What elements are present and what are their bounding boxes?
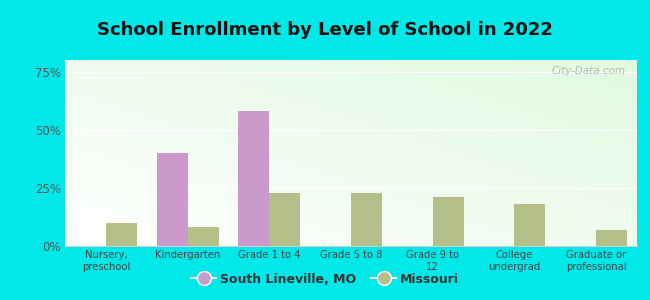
Text: City-Data.com: City-Data.com [551, 66, 625, 76]
Legend: South Lineville, MO, Missouri: South Lineville, MO, Missouri [187, 268, 463, 291]
Bar [351, 193, 382, 246]
Bar [239, 111, 269, 246]
Bar [433, 197, 463, 246]
Bar [157, 153, 188, 246]
Bar [269, 193, 300, 246]
Bar [106, 223, 137, 246]
Text: School Enrollment by Level of School in 2022: School Enrollment by Level of School in … [97, 21, 553, 39]
Bar [514, 204, 545, 246]
Bar [596, 230, 627, 246]
Bar [188, 227, 218, 246]
